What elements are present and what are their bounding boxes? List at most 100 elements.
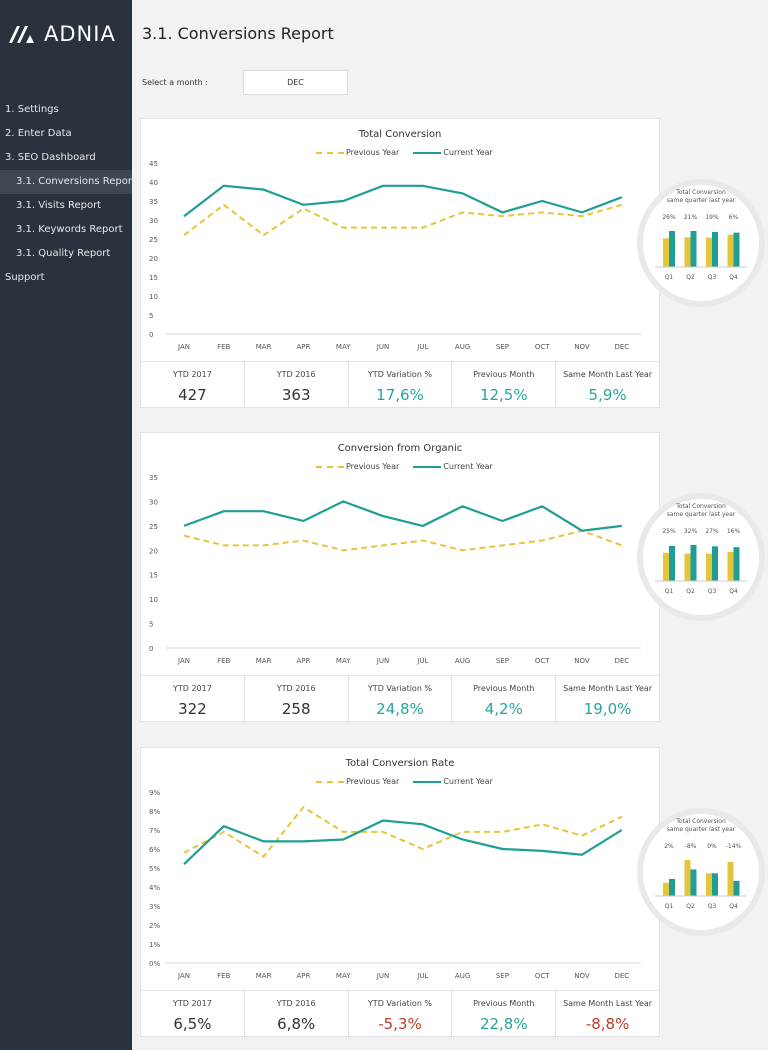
kpi-label: Previous Month xyxy=(473,370,535,379)
x-tick-label: AUG xyxy=(455,972,470,980)
x-tick-label: OCT xyxy=(535,343,550,351)
x-tick-label: DEC xyxy=(614,343,629,351)
line-chart: 0 5 10 15 20 25 30 35 JAN FEB MAR APR MAY JUN JUL AUG SE… xyxy=(149,474,641,665)
y-tick-label: 15 xyxy=(149,274,158,282)
chart-card: Conversion from Organic Previous Year Curr… xyxy=(140,432,765,723)
x-tick-label: APR xyxy=(296,972,310,980)
x-tick-label: JUL xyxy=(416,343,428,351)
series-current-year xyxy=(183,819,623,865)
y-tick-label: 9% xyxy=(149,789,160,797)
chart-legend: Previous Year Current Year xyxy=(316,148,493,157)
kpi-value: 6,5% xyxy=(173,1015,212,1033)
sidebar-item[interactable]: 1. Settings xyxy=(5,104,59,115)
legend-item: Current Year xyxy=(413,462,493,471)
legend-label: Current Year xyxy=(443,777,493,786)
quarter-bar-current xyxy=(733,547,740,581)
x-tick-label: FEB xyxy=(217,657,230,665)
kpi-cell: Same Month Last Year -8,8% xyxy=(556,991,659,1038)
kpi-value: 363 xyxy=(281,386,311,404)
kpi-value: 4,2% xyxy=(484,700,523,718)
kpi-label: YTD Variation % xyxy=(367,684,433,693)
x-tick-label: NOV xyxy=(574,657,590,665)
chart-card: Total Conversion Previous Year Current Yea… xyxy=(140,118,765,409)
chart-legend: Previous Year Current Year xyxy=(316,777,493,786)
y-tick-label: 25 xyxy=(149,523,158,531)
chart-title: Total Conversion Rate xyxy=(345,758,455,769)
legend-item: Previous Year xyxy=(316,462,399,471)
y-tick-label: 10 xyxy=(149,596,158,604)
series-previous-year xyxy=(183,805,623,858)
quarter-label: Q3 xyxy=(708,588,717,595)
quarter-label: Q1 xyxy=(665,588,674,595)
y-tick-label: 0 xyxy=(149,645,153,653)
quarter-bar-chart: 26% Q1 21% Q2 19% Q3 6% Q4 xyxy=(655,214,747,281)
sidebar: ADNIA 1. Settings 2. Enter Data 3. SEO Das… xyxy=(0,0,136,1050)
legend-label: Previous Year xyxy=(346,777,400,786)
quarter-label: Q2 xyxy=(686,903,695,910)
sidebar-item[interactable]: 2. Enter Data xyxy=(5,128,72,139)
kpi-label: YTD 2016 xyxy=(276,370,316,379)
series-previous-year xyxy=(183,203,623,237)
y-tick-label: 30 xyxy=(149,217,158,225)
x-tick-label: OCT xyxy=(535,657,550,665)
kpi-value: -8,8% xyxy=(585,1015,630,1033)
y-tick-label: 8% xyxy=(149,808,160,816)
quarter-bar-previous xyxy=(706,237,712,267)
page-title: 3.1. Conversions Report xyxy=(142,24,334,43)
quarter-pct: 19% xyxy=(705,214,719,221)
quarter-label: Q4 xyxy=(729,588,738,595)
legend-item: Current Year xyxy=(413,148,493,157)
kpi-cell: YTD 2016 258 xyxy=(245,676,349,723)
kpi-value: 24,8% xyxy=(376,700,424,718)
quarter-pct: -14% xyxy=(726,843,742,850)
brand-name: ADNIA xyxy=(44,22,116,46)
sidebar-item[interactable]: 3.1. Visits Report xyxy=(16,200,102,211)
sidebar-item[interactable]: 3.1. Keywords Report xyxy=(16,224,123,235)
quarter-bar-current xyxy=(712,232,718,267)
x-tick-label: JUL xyxy=(416,657,428,665)
kpi-value: -5,3% xyxy=(378,1015,422,1033)
quarter-bar-previous xyxy=(684,237,691,267)
quarter-bar-previous xyxy=(706,873,712,896)
kpi-cell: YTD Variation % 17,6% xyxy=(349,362,453,409)
y-tick-label: 15 xyxy=(149,572,158,580)
y-tick-label: 5 xyxy=(149,621,153,629)
sidebar-item[interactable]: 3. SEO Dashboard xyxy=(5,152,96,163)
legend-label: Current Year xyxy=(443,148,493,157)
y-tick-label: 5 xyxy=(149,312,153,320)
kpi-cell: Same Month Last Year 19,0% xyxy=(556,676,659,723)
quarter-title-line: Total Conversion xyxy=(676,818,726,825)
kpi-label: YTD 2016 xyxy=(276,684,316,693)
quarter-label: Q3 xyxy=(708,274,717,281)
kpi-cell: YTD 2016 6,8% xyxy=(245,991,349,1038)
kpi-label: YTD 2017 xyxy=(172,999,212,1008)
kpi-cell: Previous Month 12,5% xyxy=(452,362,557,409)
x-tick-label: JAN xyxy=(177,657,190,665)
kpi-label: Same Month Last Year xyxy=(563,999,653,1008)
kpi-value: 5,9% xyxy=(588,386,627,404)
x-tick-label: JUN xyxy=(376,343,389,351)
kpi-value: 22,8% xyxy=(479,1015,528,1033)
x-tick-label: MAR xyxy=(256,343,272,351)
x-tick-label: JAN xyxy=(177,972,190,980)
legend-swatch xyxy=(413,780,442,783)
x-tick-label: SEP xyxy=(496,657,509,665)
sidebar-item[interactable]: Support xyxy=(5,272,45,283)
quarter-bar-previous xyxy=(727,551,734,581)
x-tick-label: JUN xyxy=(376,972,389,980)
kpi-cell: Previous Month 4,2% xyxy=(452,676,557,723)
y-tick-label: 45 xyxy=(149,160,158,168)
chart-legend: Previous Year Current Year xyxy=(316,462,493,471)
adnia-logo-icon xyxy=(9,26,34,43)
quarter-pct: -8% xyxy=(685,843,697,850)
sidebar-item[interactable]: 3.1. Conversions Report xyxy=(0,170,136,194)
sidebar-item[interactable]: 3.1. Quality Report xyxy=(16,248,111,259)
quarter-bar-current xyxy=(690,869,697,896)
x-tick-label: FEB xyxy=(217,343,230,351)
month-select[interactable]: DEC xyxy=(243,70,348,95)
line-chart: 0% 1% 2% 3% 4% 5% 6% 7% 8% 9% JAN FEB MAR APR MAY JUN JU… xyxy=(149,789,641,980)
legend-swatch xyxy=(316,780,344,783)
x-tick-label: FEB xyxy=(217,972,230,980)
quarter-title: Total Conversion same quarter last year xyxy=(643,818,759,834)
quarter-bar-previous xyxy=(706,553,712,581)
